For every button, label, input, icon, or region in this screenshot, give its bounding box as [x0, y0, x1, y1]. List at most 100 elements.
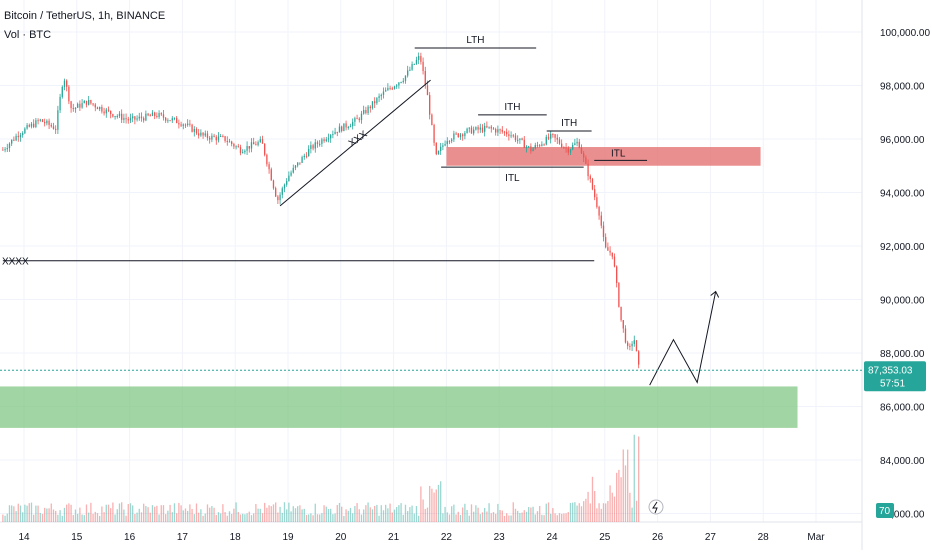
volume-bar — [68, 503, 70, 522]
candle-body — [151, 112, 154, 116]
volume-bar — [446, 512, 448, 522]
volume-bar — [116, 509, 118, 522]
x-tick-label: 21 — [388, 532, 400, 543]
volume-bar — [59, 510, 61, 522]
x-tick-label: 17 — [177, 532, 189, 543]
candle-body — [387, 87, 389, 91]
trend-line-xxx — [279, 79, 431, 207]
volume-bar — [598, 503, 600, 522]
volume-bar — [407, 511, 409, 522]
candle-body — [341, 126, 343, 132]
volume-bar — [55, 510, 57, 522]
volume-bar — [169, 504, 171, 522]
candle-body — [442, 145, 444, 147]
volume-bar — [165, 514, 167, 522]
volume-bar — [453, 504, 455, 522]
candle-body — [176, 117, 178, 124]
candle-body — [2, 149, 4, 151]
candle-body — [470, 127, 473, 134]
candle-body — [602, 225, 605, 238]
candle-body — [453, 133, 455, 140]
candle-body — [255, 144, 257, 146]
volume-bar — [94, 511, 96, 522]
volume-bar — [448, 514, 451, 522]
candle-body — [121, 113, 123, 120]
volume-bar — [279, 506, 281, 522]
volume-bar — [470, 504, 473, 522]
volume-bar — [85, 504, 88, 522]
volume-bar — [563, 513, 565, 522]
candle-body — [17, 135, 19, 138]
candle-body — [365, 110, 367, 114]
candle-body — [519, 138, 521, 140]
volume-bar — [631, 507, 633, 522]
volume-bar — [83, 515, 85, 522]
candle-body — [611, 252, 613, 257]
candle-body — [547, 136, 550, 139]
volume-bar — [479, 514, 481, 522]
candle-body — [92, 103, 94, 105]
candle-body — [468, 127, 470, 129]
candle-body — [492, 128, 495, 130]
volume-bar — [132, 505, 134, 522]
candle-body — [429, 95, 431, 115]
candle-body — [173, 117, 176, 119]
volume-bar — [250, 515, 253, 522]
volume-bar — [402, 514, 404, 522]
volume-bar — [13, 506, 15, 522]
candle-body — [213, 135, 215, 137]
volume-bar — [393, 509, 396, 522]
candle-body — [147, 113, 149, 116]
volume-bar — [226, 515, 228, 522]
candle-body — [565, 147, 567, 149]
volume-bar — [231, 513, 233, 522]
volume-bar — [622, 449, 624, 522]
candle-body — [162, 114, 165, 118]
candle-body — [222, 136, 224, 138]
candle-body — [259, 139, 261, 143]
volume-bar — [389, 503, 391, 522]
y-tick-label: 92,000.00 — [880, 242, 925, 253]
candle-body — [301, 157, 303, 163]
candle-body — [358, 118, 360, 121]
volume-bar — [19, 505, 22, 522]
candle-body — [316, 142, 319, 144]
zone-demand — [0, 386, 798, 428]
volume-bar — [345, 509, 347, 522]
volume-bar — [396, 507, 398, 522]
volume-bar — [301, 509, 303, 522]
volume-bar — [17, 503, 19, 522]
candle-body — [354, 118, 356, 122]
candle-body — [490, 126, 492, 129]
volume-bar — [365, 505, 367, 522]
candle-body — [415, 59, 418, 64]
volume-bar — [492, 512, 495, 522]
volume-bar — [255, 504, 257, 522]
candle-body — [400, 81, 402, 83]
candle-body — [433, 125, 435, 143]
volume-bar — [415, 505, 418, 522]
x-tick-label: 28 — [758, 532, 770, 543]
volume-bar — [299, 505, 301, 522]
volume-bar — [305, 514, 308, 522]
candle-body — [567, 148, 569, 153]
volume-bar — [33, 514, 35, 522]
candle-body — [525, 146, 528, 148]
candle-body — [462, 134, 464, 137]
lightning-icon-circle — [648, 499, 664, 515]
volume-bar — [72, 515, 74, 522]
volume-bar — [79, 507, 81, 522]
candle-body — [138, 116, 140, 119]
volume-bar — [105, 504, 107, 522]
volume-bar — [4, 515, 6, 522]
volume-bar — [543, 515, 545, 522]
volume-bar — [158, 514, 160, 522]
volume-bar — [363, 509, 365, 522]
candle-body — [99, 106, 101, 110]
candle-body — [638, 351, 640, 365]
volume-bar — [400, 503, 402, 522]
candle-body — [292, 167, 294, 173]
volume-bar — [220, 513, 222, 522]
lightning-icon — [648, 499, 664, 515]
